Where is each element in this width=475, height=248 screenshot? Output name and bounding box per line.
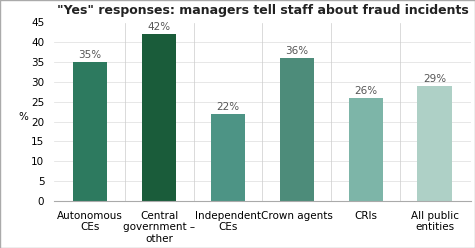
Bar xyxy=(280,58,314,201)
Bar xyxy=(349,98,383,201)
Bar xyxy=(418,86,452,201)
Text: 35%: 35% xyxy=(79,50,102,60)
Text: 22%: 22% xyxy=(217,102,239,112)
Text: 42%: 42% xyxy=(148,22,171,32)
Text: 26%: 26% xyxy=(354,86,377,96)
Bar xyxy=(73,62,107,201)
Bar xyxy=(211,114,245,201)
Bar xyxy=(142,34,176,201)
Title: "Yes" responses: managers tell staff about fraud incidents: "Yes" responses: managers tell staff abo… xyxy=(57,4,468,17)
Text: 36%: 36% xyxy=(285,46,308,56)
Y-axis label: %: % xyxy=(19,112,28,122)
Text: 29%: 29% xyxy=(423,74,446,84)
